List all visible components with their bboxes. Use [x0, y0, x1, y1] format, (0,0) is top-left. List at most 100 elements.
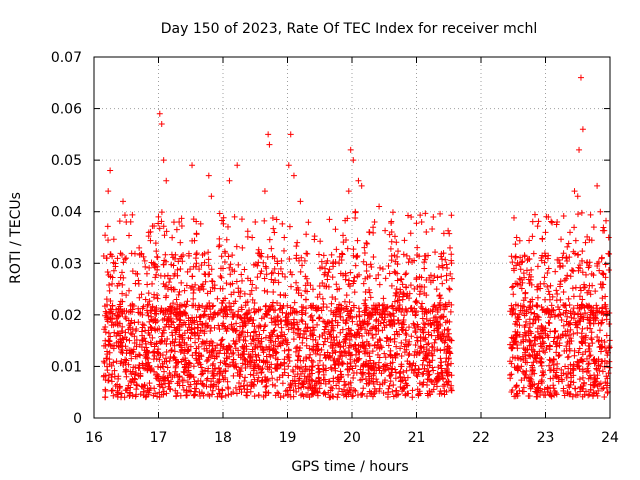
- data-point: [181, 350, 188, 357]
- data-point: [515, 313, 522, 320]
- data-point: [118, 347, 125, 354]
- data-point: [579, 296, 586, 303]
- data-point: [205, 391, 212, 398]
- data-point: [532, 334, 539, 341]
- data-point: [330, 311, 337, 318]
- data-point: [174, 272, 181, 279]
- data-point: [224, 378, 231, 385]
- data-point: [346, 283, 353, 290]
- data-point: [580, 380, 587, 387]
- data-point: [204, 290, 211, 297]
- data-point: [164, 285, 171, 292]
- data-point: [310, 343, 317, 350]
- data-point: [145, 229, 152, 236]
- data-point: [439, 313, 446, 320]
- data-point: [216, 326, 223, 333]
- data-point: [590, 305, 597, 312]
- data-point: [354, 237, 361, 244]
- data-point: [169, 307, 176, 314]
- data-point: [309, 364, 316, 371]
- data-point: [208, 378, 215, 385]
- data-point: [334, 394, 341, 401]
- data-point: [535, 385, 542, 392]
- data-point: [388, 317, 395, 324]
- data-point: [318, 346, 325, 353]
- data-point: [327, 387, 334, 394]
- data-point: [546, 296, 553, 303]
- data-point: [441, 327, 448, 334]
- data-point: [586, 303, 593, 310]
- data-point: [376, 281, 383, 288]
- data-point: [421, 259, 428, 266]
- data-point: [583, 259, 590, 266]
- data-point: [195, 353, 202, 360]
- data-point: [403, 270, 410, 277]
- data-point: [548, 306, 555, 313]
- data-point: [392, 354, 399, 361]
- data-point: [373, 388, 380, 395]
- data-point: [314, 321, 321, 328]
- data-point: [183, 282, 190, 289]
- data-point: [230, 372, 237, 379]
- data-point: [132, 280, 139, 287]
- data-point: [391, 331, 398, 338]
- data-point: [241, 266, 248, 273]
- data-point: [401, 312, 408, 319]
- data-point: [262, 334, 269, 341]
- data-point: [282, 388, 289, 395]
- data-point: [419, 381, 426, 388]
- data-point: [362, 307, 369, 314]
- data-point: [586, 360, 593, 367]
- data-point: [217, 359, 224, 366]
- data-point: [176, 316, 183, 323]
- data-point: [115, 375, 122, 382]
- data-point: [401, 343, 408, 350]
- data-point: [445, 227, 452, 234]
- data-point: [350, 304, 357, 311]
- data-point: [162, 323, 169, 330]
- data-point: [107, 298, 114, 305]
- data-point: [141, 257, 148, 264]
- data-point: [333, 281, 340, 288]
- data-point: [578, 258, 585, 265]
- data-point: [387, 321, 394, 328]
- data-point: [373, 316, 380, 323]
- data-point: [448, 337, 455, 344]
- data-point: [351, 289, 358, 296]
- data-point: [350, 392, 357, 399]
- data-point: [350, 252, 357, 259]
- data-point: [114, 255, 121, 262]
- data-point: [275, 390, 282, 397]
- data-point: [268, 245, 275, 252]
- data-point: [210, 373, 217, 380]
- data-point: [286, 357, 293, 364]
- data-point: [287, 381, 294, 388]
- data-point: [182, 363, 189, 370]
- data-point: [579, 325, 586, 332]
- data-point: [332, 349, 339, 356]
- data-point: [431, 320, 438, 327]
- data-point: [414, 337, 421, 344]
- data-point: [195, 335, 202, 342]
- data-point: [551, 392, 558, 399]
- data-point: [381, 324, 388, 331]
- data-point: [241, 356, 248, 363]
- data-point: [145, 312, 152, 319]
- data-point: [200, 286, 207, 293]
- x-tick-label: 21: [408, 430, 426, 446]
- data-point: [205, 354, 212, 361]
- data-point: [363, 330, 370, 337]
- data-point: [126, 337, 133, 344]
- data-point: [247, 291, 254, 298]
- chart-title: Day 150 of 2023, Rate Of TEC Index for r…: [161, 21, 537, 37]
- data-point: [526, 352, 533, 359]
- data-point: [127, 384, 134, 391]
- data-point: [299, 318, 306, 325]
- data-point: [155, 346, 162, 353]
- data-point: [332, 361, 339, 368]
- data-point: [170, 219, 177, 226]
- data-point: [345, 371, 352, 378]
- data-point: [264, 288, 271, 295]
- data-point: [118, 269, 125, 276]
- data-point: [277, 394, 284, 401]
